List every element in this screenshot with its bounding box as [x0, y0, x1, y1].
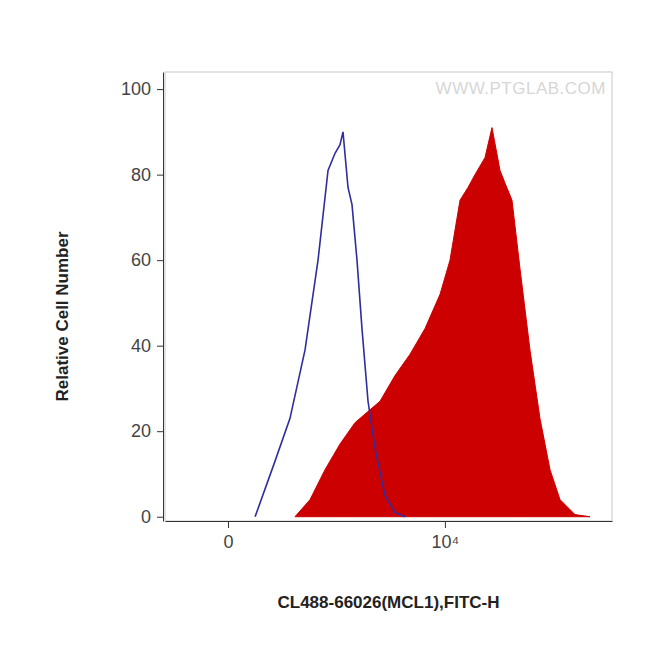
marks — [255, 128, 590, 517]
y-tick: 100 — [121, 79, 163, 99]
histogram-area — [295, 128, 590, 517]
y-tick: 80 — [131, 165, 163, 185]
y-tick: 20 — [131, 421, 163, 441]
y-tick-label: 40 — [131, 336, 151, 356]
x-tick: 0 — [223, 521, 233, 552]
y-tick-label: 100 — [121, 79, 151, 99]
y-tick: 40 — [131, 336, 163, 356]
x-tick-label: 0 — [223, 532, 233, 552]
histogram-line — [255, 132, 405, 517]
x-tick-mark — [228, 521, 229, 528]
y-tick-mark — [157, 175, 163, 176]
x-tick-mark — [445, 521, 446, 528]
y-axis-title: Relative Cell Number — [53, 231, 72, 401]
chart: WWW.PTGLAB.COM 0 20 40 60 80 100 0 10⁴ CL488-6602… — [0, 0, 650, 645]
y-axis-line — [163, 73, 164, 522]
y-tick: 0 — [141, 507, 163, 527]
y-tick-label: 0 — [141, 507, 151, 527]
y-tick-mark — [157, 431, 163, 432]
y-tick-mark — [157, 346, 163, 347]
y-tick-mark — [157, 260, 163, 261]
x-axis-title: CL488-66026(MCL1),FITC-H — [278, 593, 500, 612]
y-tick-label: 60 — [131, 250, 151, 270]
x-tick: 10⁴ — [432, 521, 460, 552]
y-tick-mark — [157, 517, 163, 518]
y-tick-mark — [157, 89, 163, 90]
x-tick-label: 10⁴ — [432, 532, 460, 552]
x-axis-line — [166, 521, 613, 522]
watermark: WWW.PTGLAB.COM — [436, 79, 606, 98]
x-axis: 0 10⁴ — [166, 521, 613, 552]
y-tick: 60 — [131, 250, 163, 270]
y-tick-label: 80 — [131, 165, 151, 185]
y-tick-label: 20 — [131, 421, 151, 441]
y-axis: 0 20 40 60 80 100 — [121, 73, 164, 527]
plot-frame — [165, 72, 612, 521]
